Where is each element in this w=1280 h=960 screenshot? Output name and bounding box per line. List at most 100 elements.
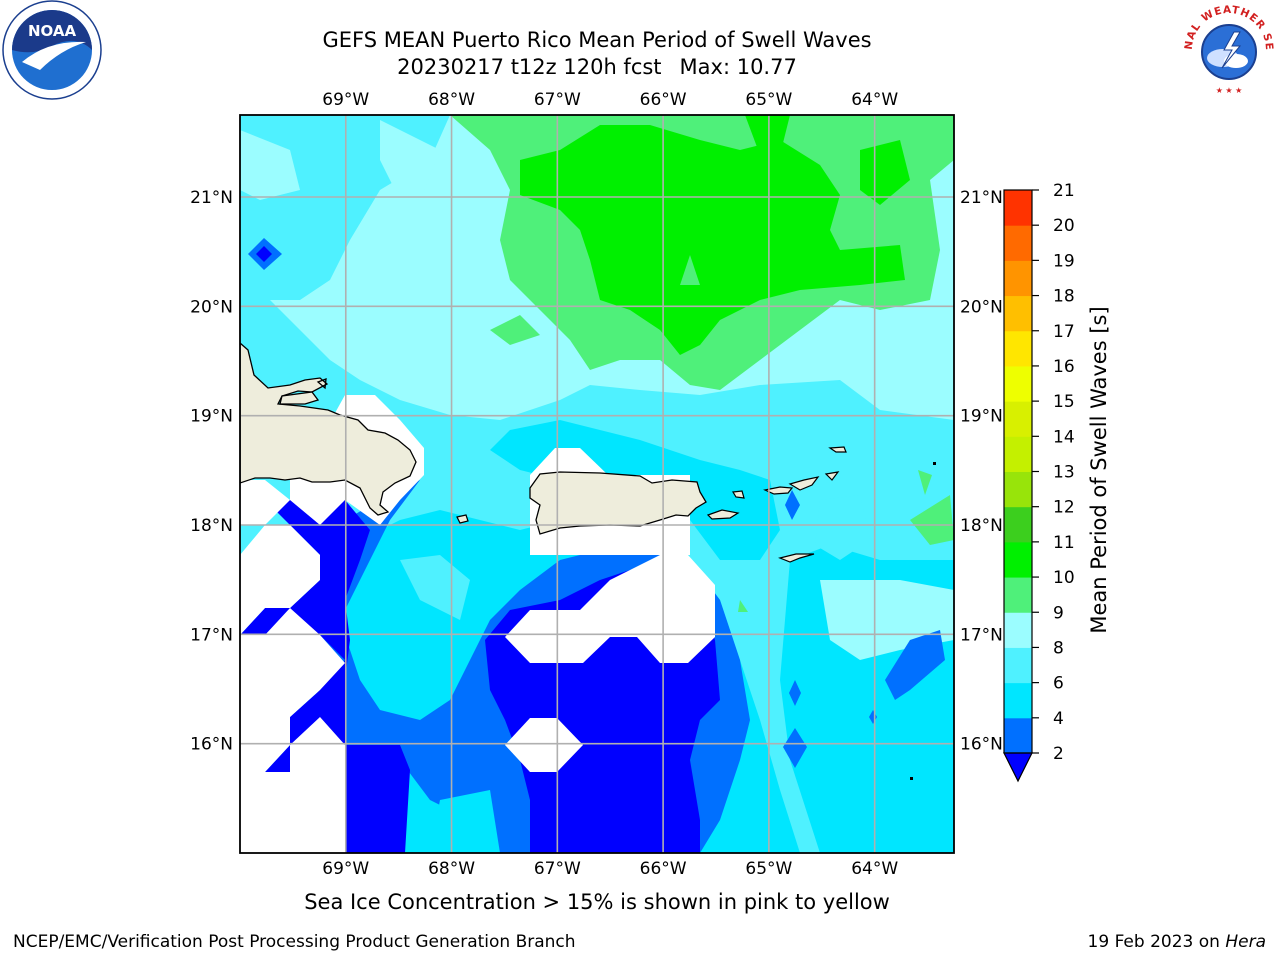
lat-label-left: 21°N: [190, 188, 233, 208]
colorbar-title: Mean Period of Swell Waves [s]: [1087, 306, 1111, 633]
colorbar-label: 18: [1053, 287, 1075, 307]
colorbar-label: 8: [1053, 638, 1064, 658]
land-puerto-rico: [529, 471, 707, 535]
lon-label-top: 66°W: [640, 90, 687, 110]
colorbar-under-extension: [1003, 752, 1033, 783]
contour-10-11: [520, 125, 905, 355]
colorbar-swatch-19: [1004, 225, 1032, 261]
lon-label-bottom: 67°W: [534, 859, 581, 879]
lat-label-right: 16°N: [960, 735, 1003, 755]
colorbar-label: 16: [1053, 357, 1075, 377]
colorbar-label: 4: [1053, 709, 1064, 729]
colorbar-label: 17: [1053, 322, 1075, 342]
contour-2-4-spot4: [785, 490, 800, 520]
colorbar-swatch-17: [1004, 295, 1032, 332]
footer-machine: Hera: [1225, 932, 1266, 952]
map-plot-area: [240, 115, 954, 853]
lon-label-bottom: 64°W: [851, 859, 898, 879]
colorbar-label: 2: [1053, 744, 1064, 764]
lon-label-top: 69°W: [322, 90, 369, 110]
colorbar-swatch-13: [1004, 436, 1032, 472]
nodata-sw-wedge: [240, 525, 320, 635]
lon-label-top: 68°W: [428, 90, 475, 110]
nws-logo: NATIONAL WEATHER SERVICE ★ ★ ★: [1178, 0, 1277, 98]
colorbar-swatch-6: [1004, 647, 1032, 684]
map-gridlines: [240, 115, 954, 853]
contour-9-10-hole: [680, 255, 700, 285]
lat-label-left: 19°N: [190, 407, 233, 427]
colorbar-label: 12: [1053, 498, 1075, 518]
noaa-logo: NOAA: [2, 0, 102, 100]
colorbar: 2 4 6 8 9 10 11 12 13 14 15 16 17 18 19 20 21: [1003, 181, 1075, 783]
colorbar-swatch-20: [1004, 190, 1032, 226]
contour-6-8-east-patch: [815, 495, 870, 560]
lat-label-right: 18°N: [960, 516, 1003, 536]
colorbar-label: 14: [1053, 427, 1075, 447]
contour-9-10-dot: [738, 600, 748, 612]
lat-label-right: 20°N: [960, 297, 1003, 317]
colorbar-swatch-11: [1004, 506, 1032, 543]
contour-2-4-spot1: [789, 680, 801, 706]
land-st-croix: [778, 553, 815, 563]
lon-label-bottom: 66°W: [640, 859, 687, 879]
land-aves: [910, 777, 913, 780]
lat-labels-left: 16°N 17°N 18°N 19°N 20°N 21°N: [190, 188, 233, 755]
noaa-logo-text: NOAA: [28, 22, 77, 40]
lat-label-right: 19°N: [960, 407, 1003, 427]
contour-light-patch: [240, 130, 300, 200]
colorbar-label: 21: [1053, 181, 1075, 201]
land-tortola: [788, 476, 820, 491]
contour-2-4-east: [885, 630, 945, 700]
max-value: Max: 10.77: [679, 55, 797, 79]
land-virgin-gorda: [824, 471, 840, 481]
colorbar-label: 6: [1053, 674, 1064, 694]
contour-9-10-east: [910, 495, 954, 545]
nodata-south-2: [505, 718, 583, 772]
contour-2-4-spot2: [783, 728, 807, 768]
colorbar-swatch-15: [1004, 365, 1032, 402]
forecast-run: 20230217 t12z 120h fcst: [397, 55, 662, 79]
contour-9-10-small: [490, 315, 540, 345]
colorbar-swatch-4: [1004, 682, 1032, 719]
land-anegada: [828, 446, 847, 453]
lon-label-bottom: 69°W: [322, 859, 369, 879]
colorbar-label: 10: [1053, 568, 1075, 588]
colorbar-swatch-16: [1004, 330, 1032, 367]
contour-light-patch-2: [380, 120, 440, 200]
colorbar-label: 11: [1053, 533, 1075, 553]
colorbar-swatch-12: [1004, 471, 1032, 508]
land-vieques: [706, 509, 740, 520]
contour-9-10-east2: [918, 470, 932, 495]
contour-4-6-patch-s: [430, 790, 500, 853]
colorbar-label: 13: [1053, 463, 1075, 483]
footer-credit: NCEP/EMC/Verification Post Processing Pr…: [13, 932, 576, 952]
colorbar-swatch-2: [1004, 717, 1032, 754]
colorbar-label: 15: [1053, 392, 1075, 412]
lat-label-left: 17°N: [190, 625, 233, 645]
colorbar-label: 20: [1053, 216, 1075, 236]
contour-6-8-sw-patch: [400, 555, 470, 620]
lon-label-bottom: 65°W: [745, 859, 792, 879]
land-hispaniola: [240, 342, 417, 516]
chart-title: GEFS MEAN Puerto Rico Mean Period of Swe…: [322, 28, 872, 52]
footer-date-text: 19 Feb 2023 on: [1087, 932, 1226, 952]
lat-label-right: 17°N: [960, 625, 1003, 645]
land-culebra: [732, 490, 745, 499]
lon-label-top: 64°W: [851, 90, 898, 110]
footer-date: 19 Feb 2023 on Hera: [1088, 932, 1266, 952]
map-frame: [239, 114, 955, 854]
contour-10-11-north: [745, 115, 790, 155]
lat-label-left: 16°N: [190, 735, 233, 755]
land-virgin-islands: [763, 486, 794, 495]
colorbar-swatch-8: [1004, 612, 1032, 648]
land-sombrero: [933, 462, 936, 465]
lon-labels-bottom: 69°W 68°W 67°W 66°W 65°W 64°W: [322, 859, 898, 879]
lon-labels-top: 69°W 68°W 67°W 66°W 65°W 64°W: [322, 90, 898, 110]
land-hispaniola-island: [316, 378, 327, 390]
sea-ice-footnote: Sea Ice Concentration > 15% is shown in …: [304, 890, 890, 914]
colorbar-label: 19: [1053, 251, 1075, 271]
svg-text:★ ★ ★: ★ ★ ★: [1216, 86, 1243, 95]
contour-low-spot-core: [256, 246, 272, 262]
lat-label-right: 21°N: [960, 188, 1003, 208]
